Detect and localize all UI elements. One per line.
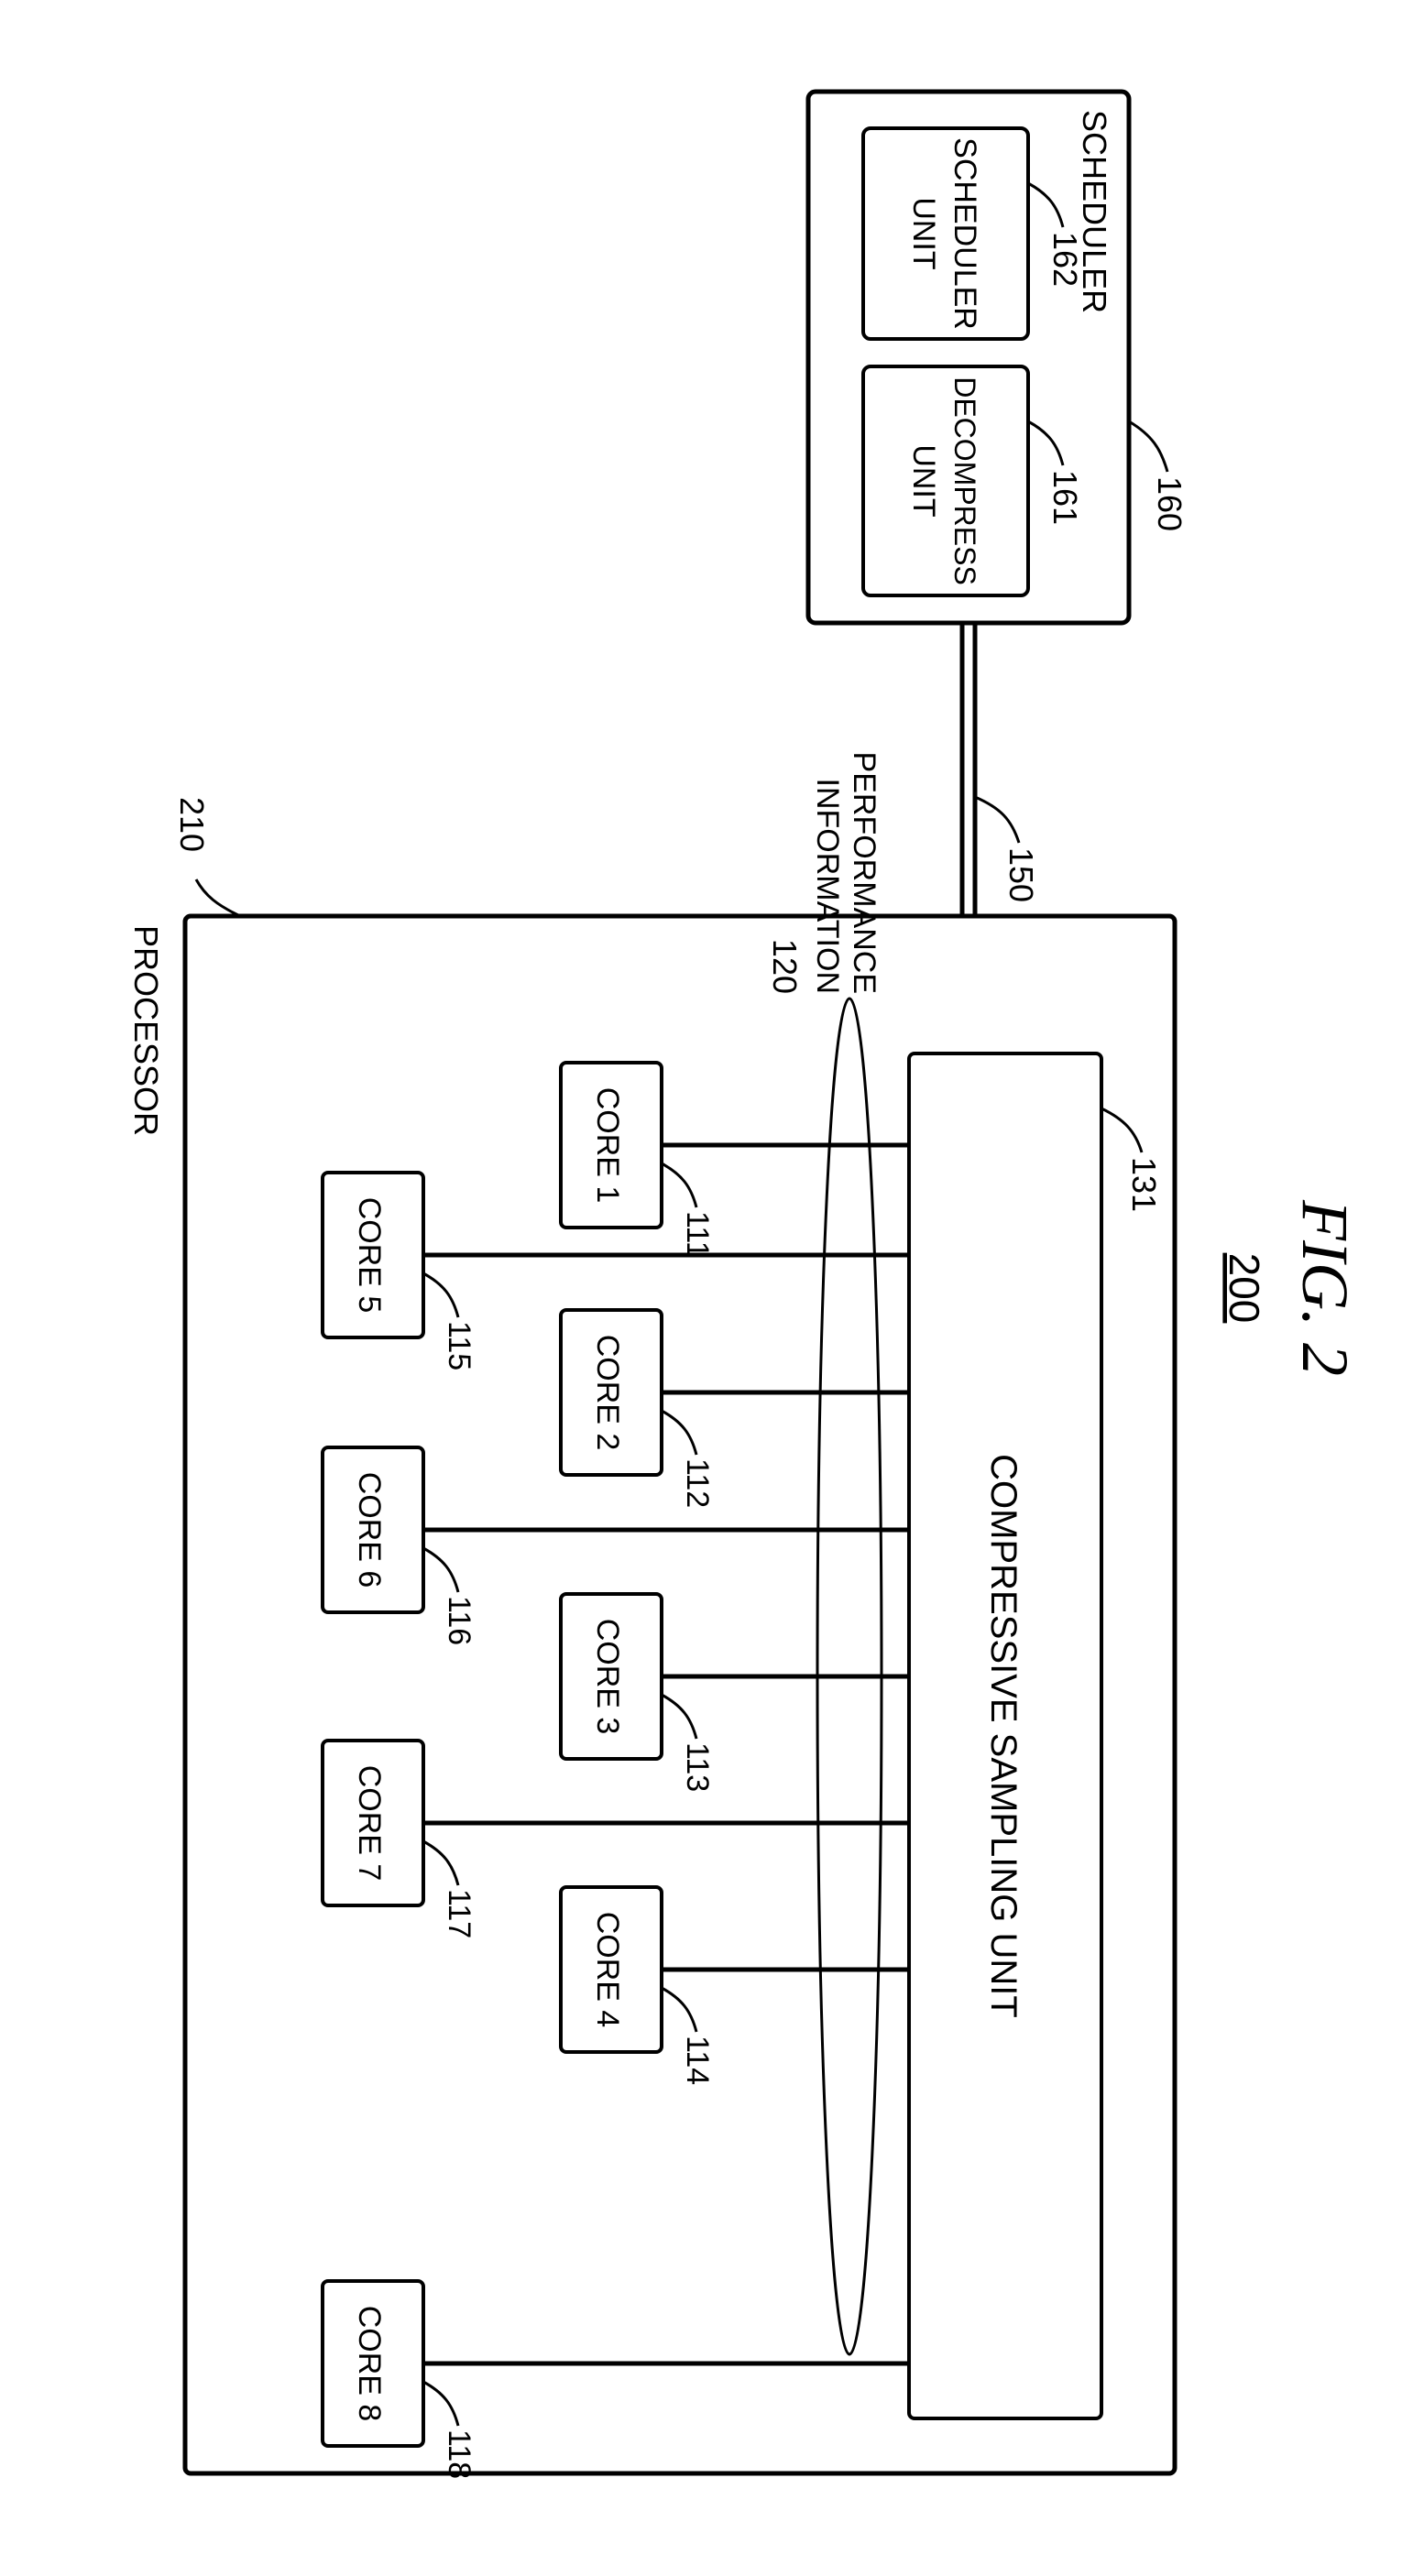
- scheduler-unit-box: [863, 128, 1028, 339]
- bus-ref-callout: [975, 797, 1019, 843]
- core-7-ref: 117: [442, 1889, 476, 1938]
- perf-info-l2: INFORMATION: [810, 779, 845, 994]
- core-6-ref: 116: [442, 1596, 476, 1645]
- scheduler-unit-l1: SCHEDULER: [947, 137, 982, 330]
- sampling-unit-label: COMPRESSIVE SAMPLING UNIT: [983, 1454, 1024, 2018]
- core-1-ref: 111: [680, 1211, 715, 1259]
- core-7-label: CORE 7: [352, 1765, 387, 1882]
- bus-ref: 150: [1002, 847, 1040, 902]
- scheduler-unit-ref: 162: [1046, 232, 1084, 287]
- processor-ref-callout: [196, 879, 240, 916]
- scheduler-ref: 160: [1151, 476, 1188, 531]
- perf-info-l1: PERFORMANCE: [847, 752, 882, 994]
- perf-info-ref: 120: [766, 939, 804, 994]
- core-3-label: CORE 3: [590, 1619, 625, 1735]
- core-2-ref: 112: [680, 1458, 715, 1508]
- sampling-unit-ref: 131: [1125, 1157, 1163, 1212]
- core-8-label: CORE 8: [352, 2306, 387, 2422]
- core-5-label: CORE 5: [352, 1197, 387, 1314]
- scheduler-unit-l2: UNIT: [906, 197, 941, 269]
- scheduler-ref-callout: [1129, 421, 1167, 472]
- decompress-unit-box: [863, 366, 1028, 595]
- figure-title: FIG. 2: [1288, 1199, 1362, 1376]
- core-1-label: CORE 1: [590, 1087, 625, 1204]
- core-4-label: CORE 4: [590, 1912, 625, 2028]
- processor-label: PROCESSOR: [127, 925, 165, 1136]
- decompress-unit-ref: 161: [1046, 470, 1084, 525]
- core-5-ref: 115: [442, 1321, 476, 1370]
- core-6-label: CORE 6: [352, 1472, 387, 1588]
- core-4-ref: 114: [680, 2036, 715, 2085]
- decompress-unit-l2: UNIT: [906, 444, 941, 517]
- core-3-ref: 113: [680, 1742, 715, 1792]
- decompress-unit-l1: DECOMPRESS: [948, 377, 981, 585]
- core-2-label: CORE 2: [590, 1335, 625, 1451]
- core-8-ref: 118: [442, 2429, 476, 2479]
- processor-ref: 210: [173, 797, 211, 852]
- figure-ref: 200: [1221, 1253, 1268, 1324]
